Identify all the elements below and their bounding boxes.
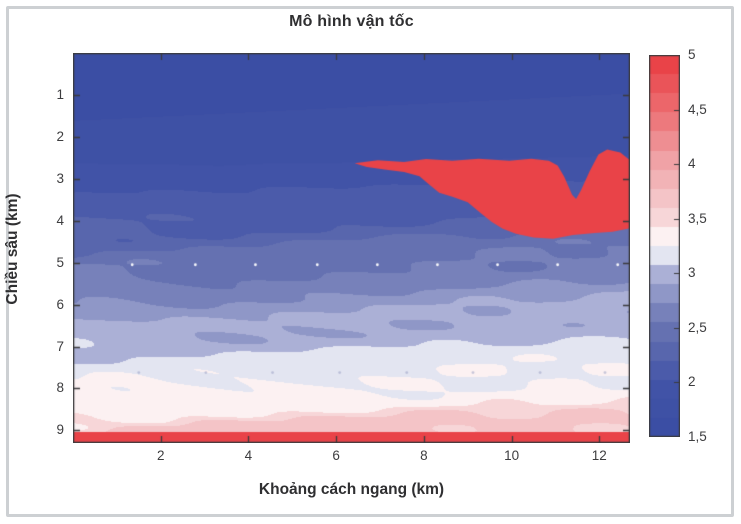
x-tick-label: 4	[244, 448, 253, 463]
x-tick-label: 6	[332, 448, 340, 463]
colorbar-tick-label: 5	[688, 47, 696, 62]
velocity-model-heatmap	[73, 53, 630, 443]
y-tick-label: 3	[56, 170, 64, 186]
y-axis-label: Chiều sâu (km)	[4, 193, 21, 305]
colorbar-tick-label: 2	[688, 374, 696, 390]
colorbar-tick-label: 4	[688, 156, 696, 172]
colorbar-tick-label: 2,5	[688, 319, 707, 335]
colorbar	[649, 55, 680, 437]
x-tick-label: 12	[591, 448, 607, 463]
y-tick-label: 6	[56, 296, 64, 312]
y-tick-label: 2	[56, 128, 64, 144]
x-axis-label: Khoảng cách ngang (km)	[258, 481, 445, 498]
y-tick-label: 1	[56, 86, 64, 102]
y-tick-label: 7	[56, 338, 64, 354]
y-tick-label: 4	[56, 212, 64, 228]
x-tick-label: 8	[420, 448, 428, 463]
colorbar-tick-label: 4,5	[688, 101, 707, 117]
y-tick-label: 5	[56, 254, 64, 270]
chart-title: Mô hình vận tốc	[289, 13, 414, 30]
x-tick-label: 2	[156, 448, 165, 463]
y-tick-label: 9	[56, 422, 64, 438]
colorbar-tick-label: 1,5	[688, 429, 707, 444]
colorbar-tick-label: 3,5	[688, 210, 707, 226]
y-tick-label: 8	[56, 380, 64, 396]
x-tick-label: 10	[504, 448, 520, 463]
colorbar-tick-label: 3	[688, 265, 696, 281]
